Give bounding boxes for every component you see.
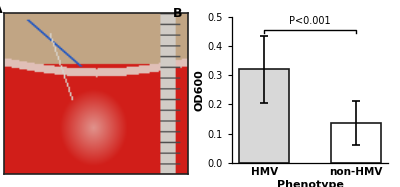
Bar — [330, 123, 381, 163]
Y-axis label: OD600: OD600 — [195, 69, 205, 111]
Text: P<0.001: P<0.001 — [289, 16, 331, 26]
Text: A: A — [0, 3, 2, 16]
X-axis label: Phenotype: Phenotype — [276, 180, 344, 187]
Bar — [239, 69, 290, 163]
Text: B: B — [173, 7, 182, 20]
